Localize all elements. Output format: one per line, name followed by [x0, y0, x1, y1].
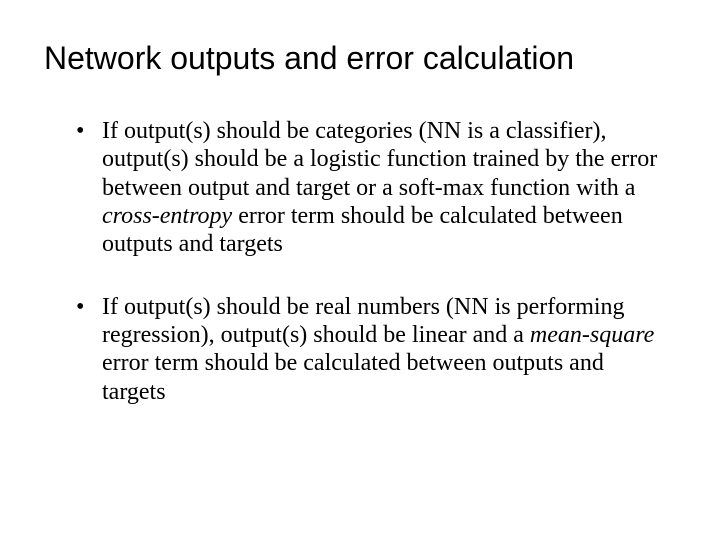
bullet-text-em: mean-square [530, 322, 654, 348]
list-item: If output(s) should be real numbers (NN … [76, 293, 660, 406]
list-item: If output(s) should be categories (NN is… [76, 117, 660, 259]
bullet-text-post: error term should be calculated between … [102, 350, 604, 404]
bullet-list: If output(s) should be categories (NN is… [76, 117, 660, 406]
bullet-text-pre: If output(s) should be categories (NN is… [102, 118, 657, 201]
slide: Network outputs and error calculation If… [0, 0, 720, 540]
slide-title: Network outputs and error calculation [44, 40, 680, 77]
bullet-text-em: cross-entropy [102, 203, 232, 229]
